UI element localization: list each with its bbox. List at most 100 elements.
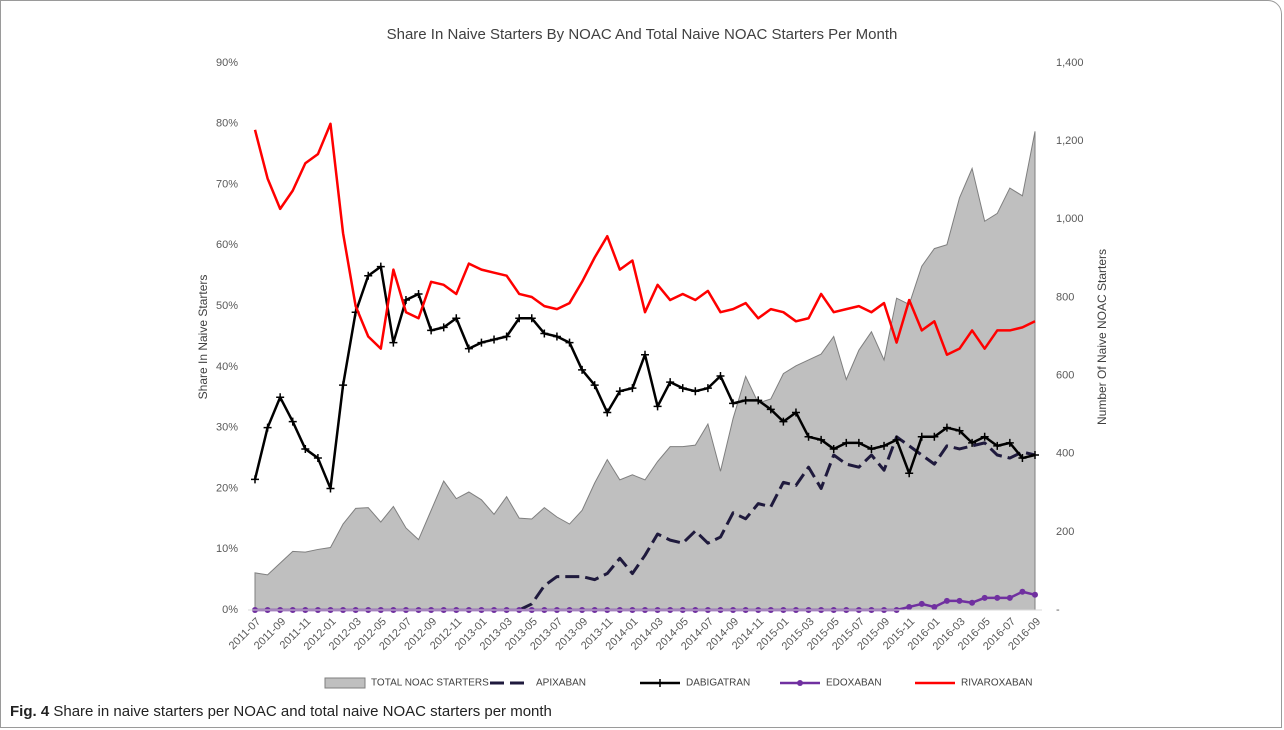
marker bbox=[906, 603, 913, 610]
y-tick-label: 70% bbox=[216, 178, 238, 190]
y-tick-label: 10% bbox=[216, 543, 238, 555]
marker bbox=[565, 338, 574, 347]
marker bbox=[339, 381, 348, 390]
y2-tick-label: 600 bbox=[1056, 369, 1074, 381]
marker bbox=[263, 423, 272, 432]
marker bbox=[980, 432, 989, 441]
y2-tick-label: 200 bbox=[1056, 526, 1074, 538]
line bbox=[518, 435, 1036, 612]
marker bbox=[943, 597, 950, 604]
marker bbox=[414, 289, 423, 298]
legend-label: EDOXABAN bbox=[826, 678, 882, 689]
marker bbox=[1031, 451, 1039, 460]
y2-tick-label: 800 bbox=[1056, 291, 1074, 303]
y-tick-label: 50% bbox=[216, 300, 238, 312]
marker bbox=[754, 396, 763, 405]
y-tick-label: 80% bbox=[216, 118, 238, 130]
marker bbox=[376, 262, 385, 271]
chart-title: Share In Naive Starters By NOAC And Tota… bbox=[387, 26, 898, 43]
marker bbox=[653, 402, 662, 411]
y-tick-label: 40% bbox=[216, 361, 238, 373]
marker bbox=[854, 438, 863, 447]
marker bbox=[515, 314, 524, 323]
marker bbox=[993, 441, 1002, 450]
marker bbox=[628, 384, 637, 393]
y-tick-label: 30% bbox=[216, 422, 238, 434]
marker bbox=[527, 314, 536, 323]
marker bbox=[829, 444, 838, 453]
marker bbox=[779, 417, 788, 426]
marker bbox=[603, 408, 612, 417]
marker bbox=[942, 423, 951, 432]
marker bbox=[364, 271, 373, 280]
marker bbox=[956, 597, 963, 604]
y2-tick-label: 1,000 bbox=[1056, 213, 1084, 225]
y-tick-label: 0% bbox=[222, 604, 238, 616]
y2-axis-title: Number Of Naive NOAC Starters bbox=[1095, 249, 1109, 425]
marker bbox=[981, 594, 988, 601]
marker bbox=[905, 469, 914, 478]
marker bbox=[931, 603, 938, 610]
line bbox=[253, 122, 1036, 356]
legend-swatch bbox=[324, 677, 366, 689]
y2-tick-label: 1,200 bbox=[1056, 135, 1084, 147]
marker bbox=[729, 399, 738, 408]
marker bbox=[288, 417, 297, 426]
marker bbox=[1005, 438, 1014, 447]
marker bbox=[918, 600, 925, 607]
caption-label: Fig. 4 bbox=[10, 703, 50, 720]
marker bbox=[804, 432, 813, 441]
marker bbox=[490, 335, 499, 344]
marker bbox=[1019, 588, 1026, 595]
marker bbox=[251, 475, 259, 484]
marker bbox=[389, 338, 398, 347]
marker bbox=[477, 338, 486, 347]
marker bbox=[930, 432, 939, 441]
marker bbox=[439, 323, 448, 332]
marker bbox=[464, 344, 473, 353]
legend-marker bbox=[797, 680, 803, 686]
y-tick-label: 90% bbox=[216, 57, 238, 69]
marker bbox=[540, 329, 549, 338]
marker bbox=[716, 372, 725, 381]
marker bbox=[994, 594, 1001, 601]
marker bbox=[1006, 594, 1013, 601]
marker bbox=[691, 387, 700, 396]
legend-label: RIVAROXABAN bbox=[961, 678, 1033, 689]
y2-tick-label: 1,400 bbox=[1056, 57, 1084, 69]
caption: Fig. 4 Share in naive starters per NOAC … bbox=[10, 703, 552, 720]
marker bbox=[452, 314, 461, 323]
marker bbox=[955, 426, 964, 435]
y-tick-label: 60% bbox=[216, 239, 238, 251]
marker bbox=[968, 438, 977, 447]
marker bbox=[917, 432, 926, 441]
marker bbox=[842, 438, 851, 447]
marker bbox=[880, 441, 889, 450]
marker bbox=[766, 405, 775, 414]
marker bbox=[1032, 591, 1038, 598]
marker bbox=[590, 381, 599, 390]
marker bbox=[578, 365, 587, 374]
marker bbox=[892, 435, 901, 444]
marker bbox=[552, 332, 561, 341]
legend-label: DABIGATRAN bbox=[686, 678, 750, 689]
caption-text: Share in naive starters per NOAC and tot… bbox=[53, 703, 552, 720]
marker bbox=[741, 396, 750, 405]
y-axis-title: Share In Naive Starters bbox=[196, 275, 210, 400]
y2-tick-label: - bbox=[1056, 604, 1060, 616]
area bbox=[254, 131, 1036, 611]
marker bbox=[678, 384, 687, 393]
marker bbox=[969, 599, 976, 606]
marker bbox=[817, 435, 826, 444]
marker bbox=[313, 454, 322, 463]
marker bbox=[666, 378, 675, 387]
marker bbox=[301, 444, 310, 453]
marker bbox=[326, 484, 335, 493]
y2-tick-label: 400 bbox=[1056, 448, 1074, 460]
marker bbox=[1018, 454, 1027, 463]
marker bbox=[427, 326, 436, 335]
marker bbox=[867, 444, 876, 453]
marker bbox=[615, 387, 624, 396]
